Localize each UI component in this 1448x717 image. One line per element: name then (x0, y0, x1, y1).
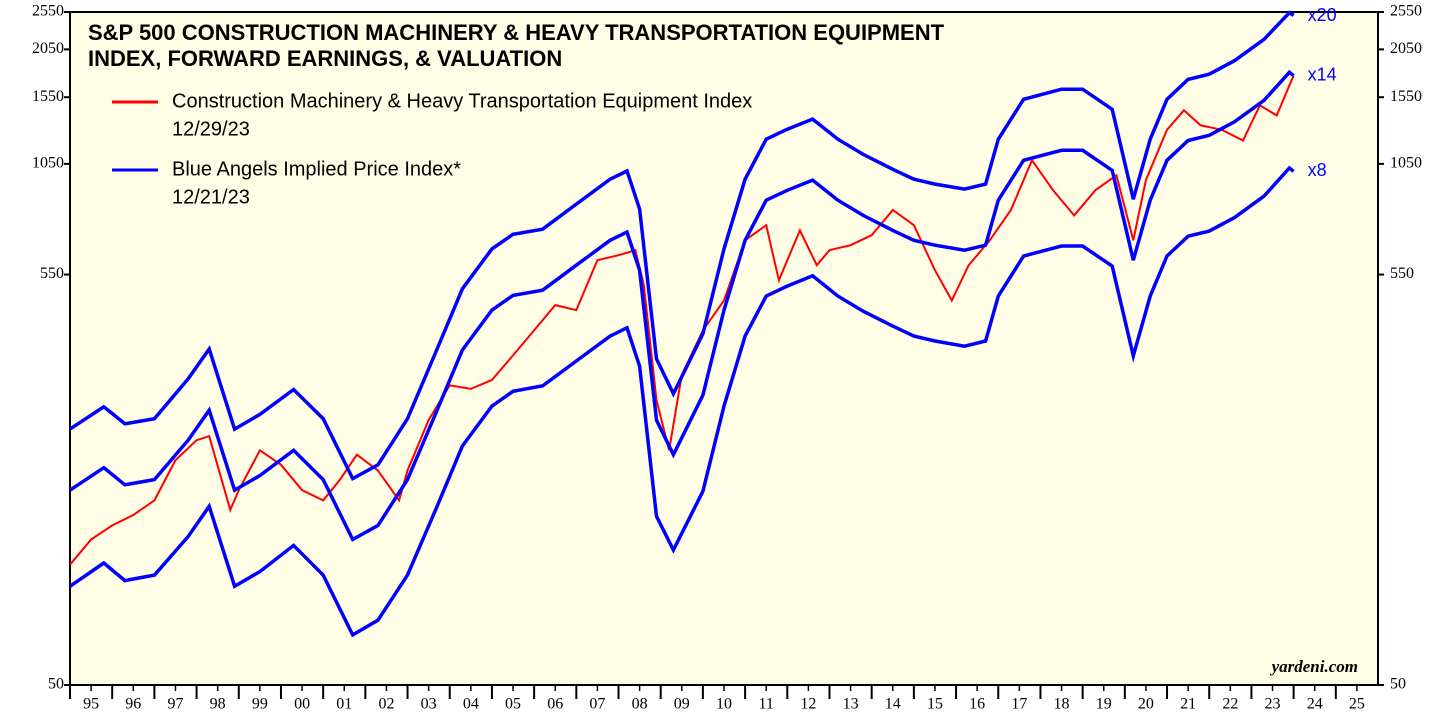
x-tick-label: 04 (463, 696, 479, 713)
x-tick-label: 96 (125, 696, 141, 713)
series-label: x20 (1308, 5, 1337, 25)
legend-date: 12/29/23 (172, 118, 250, 140)
x-tick-label: 06 (547, 696, 563, 713)
y-tick-label: 2550 (32, 3, 64, 20)
y2-tick-label: 1550 (1390, 88, 1422, 105)
x-tick-label: 99 (252, 696, 268, 713)
x-tick-label: 24 (1307, 696, 1323, 713)
series-line (69, 165, 1295, 638)
y2-tick-label: 2050 (1390, 40, 1422, 57)
source: yardeni.com (1270, 657, 1358, 676)
x-tick-label: 10 (716, 696, 732, 713)
x-tick-label: 00 (294, 696, 310, 713)
legend-label: Blue Angels Implied Price Index* (172, 158, 461, 180)
x-tick-label: 21 (1180, 696, 1196, 713)
x-tick-label: 12 (800, 696, 816, 713)
x-tick-label: 19 (1096, 696, 1112, 713)
x-tick-label: 18 (1054, 696, 1070, 713)
x-tick-label: 23 (1265, 696, 1281, 713)
x-tick-label: 17 (1011, 696, 1027, 713)
x-tick-label: 03 (421, 696, 437, 713)
y-tick-label: 1550 (32, 88, 64, 105)
series-label: x8 (1308, 160, 1327, 180)
x-tick-label: 08 (632, 696, 648, 713)
legend-label: Construction Machinery & Heavy Transport… (172, 90, 752, 112)
x-tick-label: 20 (1138, 696, 1154, 713)
x-tick-label: 15 (927, 696, 943, 713)
y-tick-label: 2050 (32, 40, 64, 57)
chart-title: S&P 500 CONSTRUCTION MACHINERY & HEAVY T… (88, 20, 945, 45)
x-tick-label: 01 (336, 696, 352, 713)
legend-date: 12/21/23 (172, 186, 250, 208)
y-tick-label: 50 (48, 676, 64, 693)
x-tick-label: 95 (83, 696, 99, 713)
y2-tick-label: 2550 (1390, 3, 1422, 20)
x-tick-label: 07 (589, 696, 605, 713)
x-tick-label: 11 (758, 696, 773, 713)
y-tick-label: 1050 (32, 155, 64, 172)
series-label: x14 (1308, 64, 1337, 84)
x-tick-label: 16 (969, 696, 985, 713)
x-tick-label: 05 (505, 696, 521, 713)
x-tick-label: 98 (210, 696, 226, 713)
x-tick-label: 25 (1349, 696, 1365, 713)
x-tick-label: 02 (378, 696, 394, 713)
x-tick-label: 13 (843, 696, 859, 713)
x-tick-label: 14 (885, 696, 901, 713)
x-tick-label: 09 (674, 696, 690, 713)
y2-tick-label: 1050 (1390, 155, 1422, 172)
x-tick-label: 97 (167, 696, 183, 713)
y-tick-label: 550 (40, 265, 64, 282)
series-line (69, 10, 1295, 482)
y2-tick-label: 50 (1390, 676, 1406, 693)
series-line (69, 69, 1295, 542)
x-tick-label: 22 (1222, 696, 1238, 713)
plot-area (69, 11, 1379, 686)
chart-subtitle: INDEX, FORWARD EARNINGS, & VALUATION (88, 46, 562, 71)
y2-tick-label: 550 (1390, 265, 1414, 282)
